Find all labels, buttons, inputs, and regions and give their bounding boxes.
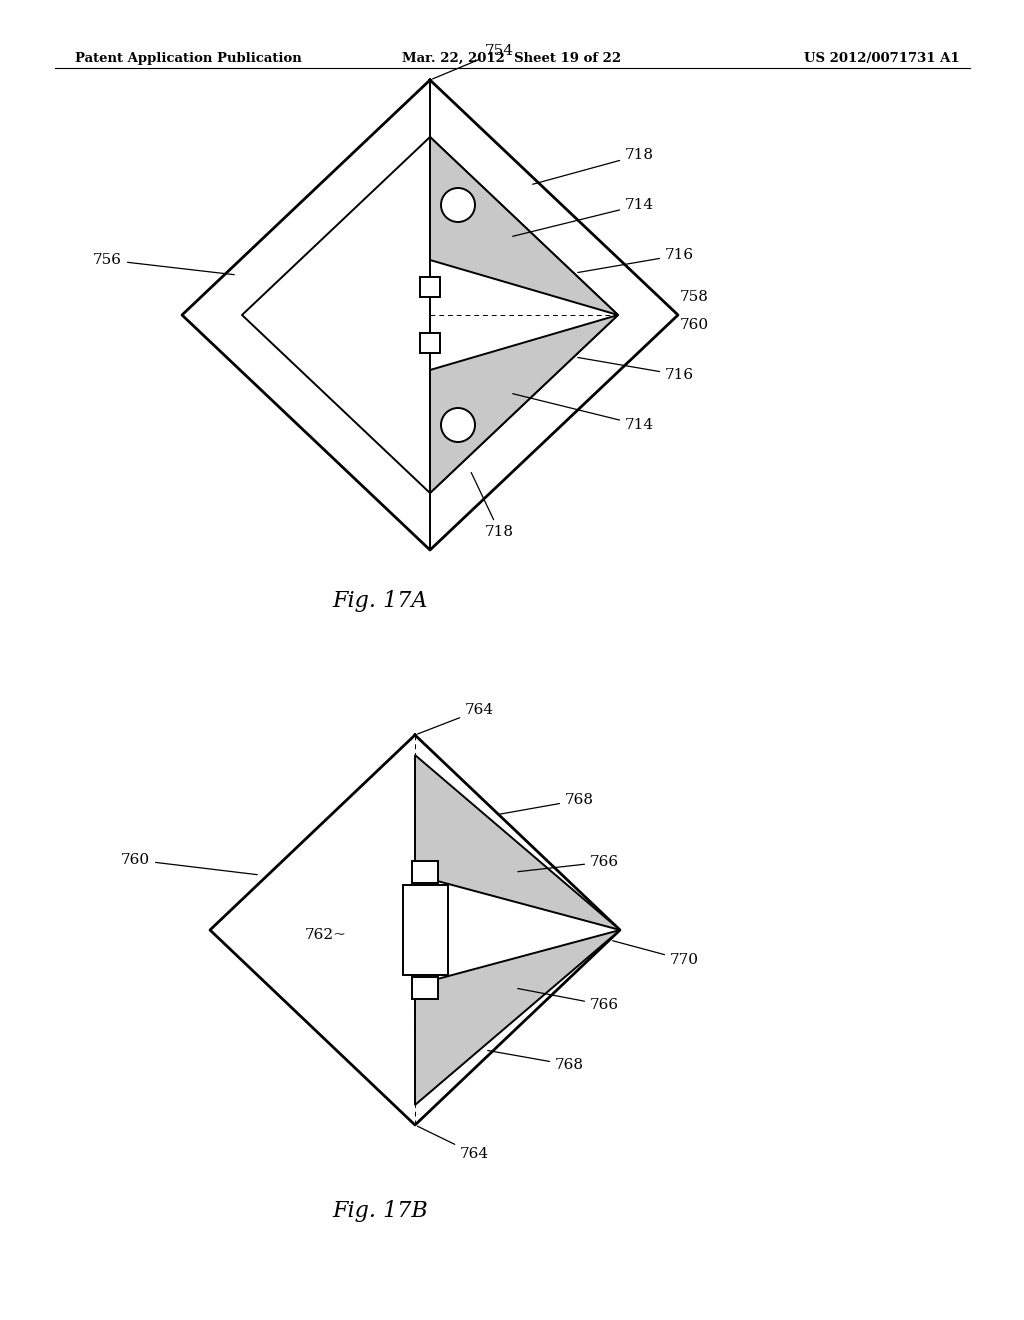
Bar [420,277,440,297]
Polygon shape [430,137,618,315]
Text: 766: 766 [518,855,620,871]
Text: 758: 758 [680,290,709,304]
Text: US 2012/0071731 A1: US 2012/0071731 A1 [805,51,961,65]
Text: 718: 718 [532,148,654,185]
Text: 718: 718 [471,473,514,539]
Text: 716: 716 [578,358,694,381]
Text: 754: 754 [432,44,514,79]
Polygon shape [430,315,618,492]
Text: 714: 714 [513,198,654,236]
Text: 768: 768 [487,1051,584,1072]
Bar [420,333,440,352]
Text: 770: 770 [612,941,699,968]
Circle shape [441,187,475,222]
Text: 760: 760 [121,853,257,875]
Text: Fig. 17B: Fig. 17B [332,1200,428,1222]
Text: 716: 716 [578,248,694,272]
Text: 756: 756 [93,253,234,275]
Bar [412,861,438,883]
Bar [402,884,447,975]
Polygon shape [415,755,620,931]
Text: Patent Application Publication: Patent Application Publication [75,51,302,65]
Circle shape [441,408,475,442]
Text: 766: 766 [518,989,620,1012]
Text: 762~: 762~ [305,928,347,942]
Polygon shape [415,931,620,1105]
Text: 760: 760 [680,318,710,333]
Bar [412,977,438,999]
Text: Fig. 17A: Fig. 17A [332,590,428,612]
Text: 768: 768 [498,793,594,814]
Text: 714: 714 [513,393,654,432]
Text: 764: 764 [418,704,495,734]
Text: 764: 764 [418,1126,489,1162]
Text: Mar. 22, 2012  Sheet 19 of 22: Mar. 22, 2012 Sheet 19 of 22 [402,51,622,65]
